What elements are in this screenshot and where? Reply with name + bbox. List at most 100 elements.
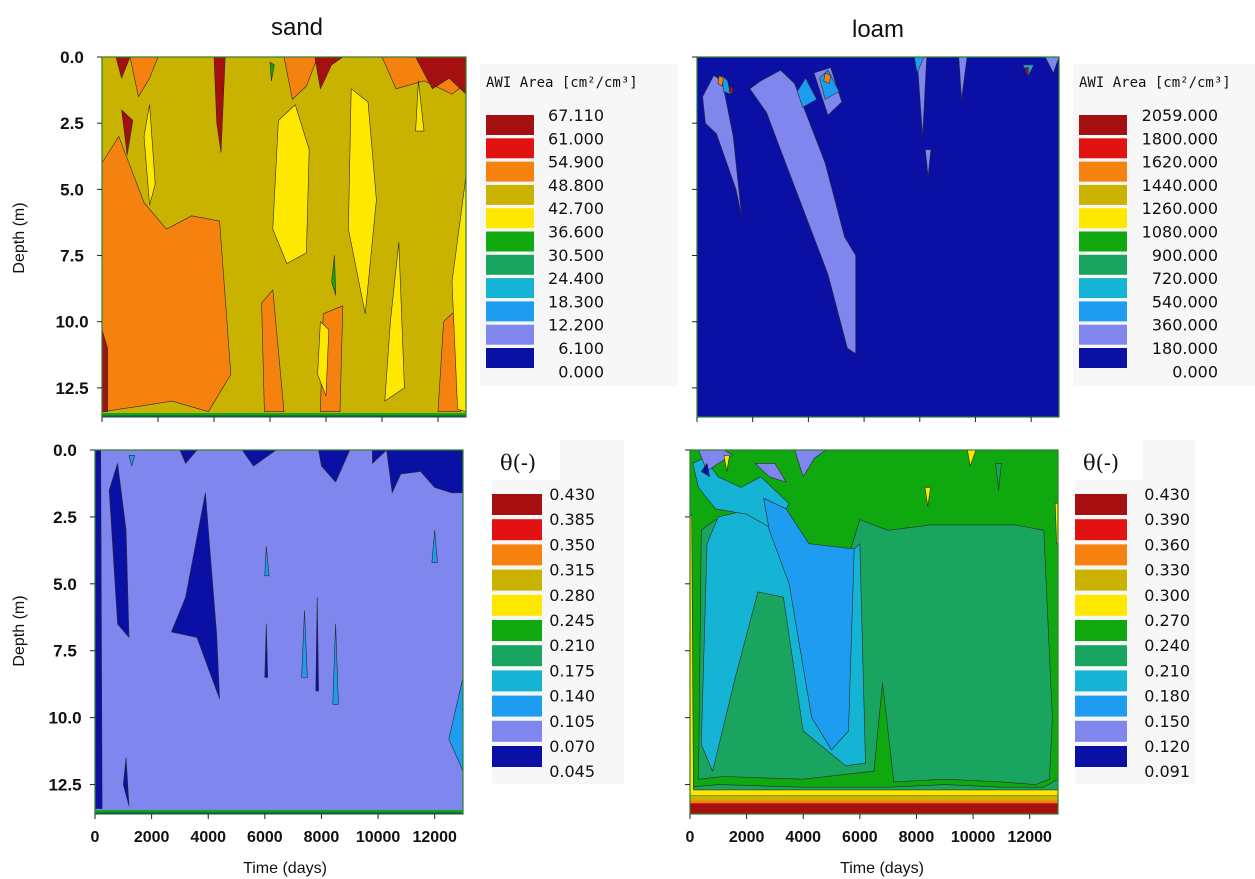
legend-swatch (1075, 746, 1127, 767)
legend-swatch (492, 594, 542, 616)
contour-region (129, 57, 159, 97)
legend-swatch (486, 278, 534, 299)
legend-swatch (486, 301, 534, 322)
contour-region (728, 85, 734, 95)
legend-level-label: 2059.000 (1142, 106, 1218, 125)
legend-title: AWI Area [cm²/cm³] (1079, 75, 1231, 91)
legend-level-label: 0.240 (1144, 636, 1190, 655)
legend-swatch (486, 161, 534, 182)
contour-region (958, 57, 968, 100)
contour-region (823, 72, 832, 84)
legend-level-label: 0.091 (1144, 762, 1190, 781)
contour-region (213, 57, 226, 153)
y-tick-label: 2.5 (60, 114, 84, 133)
y-tick-label: 10.0 (55, 313, 88, 332)
contour-region (314, 57, 344, 90)
legend-level-label: 18.300 (548, 292, 604, 311)
legend-level-label: 900.000 (1152, 246, 1218, 265)
contour-bottom-band (95, 809, 463, 814)
contour-region (121, 109, 134, 156)
legend-sand-theta: θ(-) 0.430 0.385 0.350 0.315 0.280 0.245 0.210 0… (492, 440, 624, 784)
contour-region (1044, 57, 1059, 74)
legend-level-label: 1080.000 (1142, 223, 1218, 242)
legend-level-label: 0.300 (1144, 586, 1190, 605)
x-axis-label-loam: Time (days) (840, 860, 924, 877)
legend-level-label: 0.350 (549, 535, 595, 554)
contour-region (763, 497, 855, 751)
legend-sand-awi: AWI Area [cm²/cm³] 67.110 61.000 54.900 48.8… (480, 64, 678, 386)
y-tick-label: 5.0 (60, 180, 84, 199)
legend-level-label: 48.800 (548, 176, 604, 195)
legend-level-label: 0.175 (549, 661, 595, 680)
contour-region (318, 450, 351, 483)
x-tick-label: 2000 (729, 829, 765, 846)
legend-level-label: 0.000 (558, 362, 604, 381)
contour-region (717, 75, 724, 87)
legend-swatch (486, 254, 534, 275)
contour-region (1025, 67, 1029, 74)
panel-loam-theta: 0 2000 4000 6000 8000 10000 12000 θ(-) 0.430 0.39… (685, 440, 1195, 846)
legend-swatch (492, 519, 542, 541)
contour-region (754, 463, 787, 483)
contour-region (1054, 503, 1058, 545)
x-tick-label: 8000 (304, 829, 340, 846)
legend-level-label: 0.070 (549, 737, 595, 756)
legend-level-label: 67.110 (548, 106, 604, 125)
y-tick-label: 5.0 (53, 575, 77, 594)
contour-region (315, 596, 319, 692)
x-axis-label-sand: Time (days) (243, 860, 327, 877)
legend-swatch (1075, 594, 1127, 616)
contour-region (348, 88, 377, 315)
legend-level-label: 0.430 (549, 485, 595, 504)
x-tick-label: 4000 (785, 829, 821, 846)
contour-region (700, 463, 711, 478)
contour-region (431, 529, 438, 563)
y-tick-label: 7.5 (60, 247, 84, 266)
legend-level-label: 0.280 (549, 586, 595, 605)
contour-region (171, 492, 220, 700)
legend-swatch (492, 494, 542, 515)
y-tick-label: 12.5 (55, 379, 88, 398)
legend-swatch (1079, 348, 1127, 368)
contour-region (261, 289, 285, 413)
legend-swatch (1079, 115, 1127, 135)
legend-swatch (492, 746, 542, 767)
legend-swatch (486, 208, 534, 229)
legend-level-label: 30.500 (548, 246, 604, 265)
x-tick-label: 12000 (1007, 829, 1052, 846)
legend-level-label: 0.360 (1144, 535, 1190, 554)
legend-swatch (1079, 324, 1127, 345)
contour-bottom-band (95, 812, 463, 814)
contour-region (692, 457, 790, 531)
x-tick-label: 6000 (247, 829, 283, 846)
legend-level-label: 0.105 (549, 712, 595, 731)
legend-swatch (1079, 231, 1127, 252)
legend-level-label: 0.000 (1172, 362, 1218, 381)
legend-swatch (486, 231, 534, 252)
panel-sand-theta: 0.0 2.5 5.0 7.5 10.0 12.5 0 2000 4000 6000 8000 100… (48, 440, 624, 846)
contour-region (264, 623, 269, 678)
contour-region (913, 57, 925, 74)
contour-region (924, 149, 932, 177)
plot-area (697, 57, 1059, 417)
legend-level-label: 0.120 (1144, 737, 1190, 756)
legend-level-label: 0.150 (1144, 712, 1190, 731)
contour-region (415, 57, 466, 95)
legend-swatch (492, 670, 542, 692)
contour-region (331, 255, 337, 296)
legend-level-label: 1800.000 (1142, 129, 1218, 148)
legend-swatch (1075, 720, 1127, 742)
contour-region (301, 610, 308, 678)
legend-level-label: 0.140 (549, 687, 595, 706)
contour-region (179, 450, 198, 464)
contour-region (749, 69, 857, 354)
legend-swatch (1079, 161, 1127, 182)
legend-swatch (492, 695, 542, 717)
plot-area (95, 450, 463, 814)
contour-region (372, 450, 463, 494)
legend-swatch (1075, 620, 1127, 641)
legend-swatch (1079, 138, 1127, 159)
contour-region (95, 450, 103, 809)
plot-frame (696, 56, 1060, 418)
